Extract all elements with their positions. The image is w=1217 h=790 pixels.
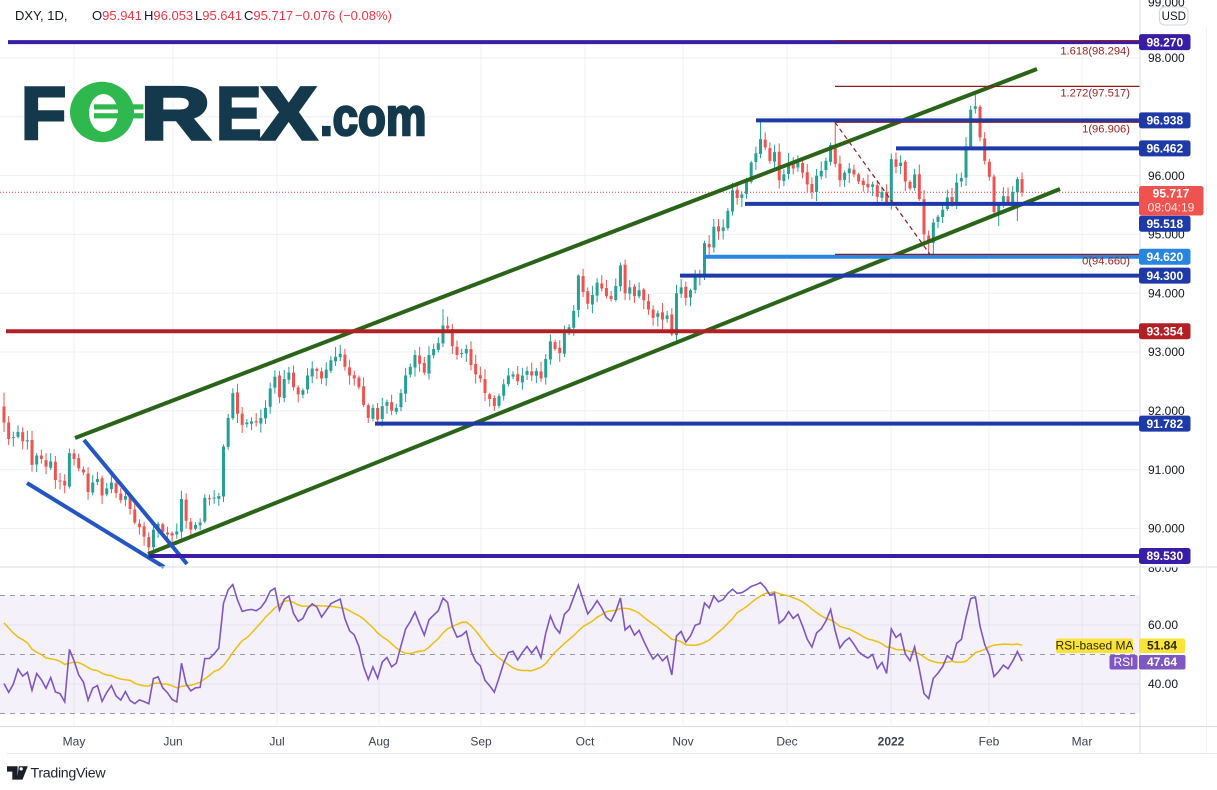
svg-text:99.000: 99.000 (1148, 0, 1185, 10)
svg-text:91.782: 91.782 (1146, 417, 1183, 431)
svg-text:DXY, 1D,: DXY, 1D, (15, 8, 68, 23)
svg-text:C95.717: C95.717 (244, 8, 293, 23)
svg-text:RSI-based MA: RSI-based MA (1055, 639, 1133, 653)
svg-text:RSI: RSI (1113, 655, 1133, 669)
svg-text:94.620: 94.620 (1146, 250, 1183, 264)
svg-text:93.000: 93.000 (1148, 345, 1185, 359)
svg-text:−0.076 (−0.08%): −0.076 (−0.08%) (295, 8, 392, 23)
svg-text:94.000: 94.000 (1148, 286, 1185, 300)
svg-text:95.717: 95.717 (1153, 187, 1190, 201)
svg-text:Nov: Nov (672, 735, 693, 749)
svg-text:94.300: 94.300 (1146, 269, 1183, 283)
svg-text:E: E (216, 73, 261, 155)
svg-text:X: X (261, 72, 316, 155)
svg-text:1(96.906): 1(96.906) (1082, 123, 1130, 135)
svg-text:95.518: 95.518 (1146, 217, 1183, 231)
svg-text:98.270: 98.270 (1146, 35, 1183, 49)
svg-text:80.00: 80.00 (1148, 561, 1178, 575)
svg-text:Dec: Dec (776, 735, 797, 749)
svg-text:May: May (63, 735, 86, 749)
svg-text:93.354: 93.354 (1146, 324, 1183, 338)
svg-text:96.000: 96.000 (1148, 169, 1185, 183)
svg-text:Jun: Jun (163, 735, 182, 749)
svg-text:96.938: 96.938 (1146, 114, 1183, 128)
svg-text:92.000: 92.000 (1148, 404, 1185, 418)
svg-text:98.000: 98.000 (1148, 51, 1185, 65)
svg-text:47.64: 47.64 (1147, 655, 1177, 669)
svg-text:Aug: Aug (368, 735, 389, 749)
svg-text:08:04:19: 08:04:19 (1148, 201, 1195, 215)
svg-text:F: F (21, 72, 66, 155)
svg-text:Sep: Sep (470, 735, 492, 749)
svg-text:91.000: 91.000 (1148, 463, 1185, 477)
svg-text:Jul: Jul (269, 735, 284, 749)
svg-text:Feb: Feb (979, 735, 1000, 749)
svg-text:L95.641: L95.641 (195, 8, 242, 23)
svg-text:.com: .com (320, 88, 426, 147)
svg-text:Mar: Mar (1072, 735, 1093, 749)
svg-text:51.84: 51.84 (1147, 639, 1177, 653)
svg-text:USD: USD (1162, 11, 1186, 23)
svg-text:R: R (141, 73, 210, 156)
svg-text:2022: 2022 (878, 735, 905, 749)
svg-text:96.462: 96.462 (1146, 142, 1183, 156)
svg-text:40.00: 40.00 (1148, 677, 1178, 691)
svg-text:0(94.660): 0(94.660) (1082, 255, 1130, 267)
svg-text:H96.053: H96.053 (144, 8, 193, 23)
svg-text:1.272(97.517): 1.272(97.517) (1060, 87, 1130, 99)
svg-text:Oct: Oct (576, 735, 595, 749)
svg-text:60.00: 60.00 (1148, 618, 1178, 632)
svg-text:1.618(98.294): 1.618(98.294) (1060, 46, 1130, 58)
svg-text:O95.941: O95.941 (92, 8, 142, 23)
svg-text:89.530: 89.530 (1146, 549, 1183, 563)
svg-text:90.000: 90.000 (1148, 522, 1185, 536)
svg-text:TradingView: TradingView (31, 765, 107, 781)
